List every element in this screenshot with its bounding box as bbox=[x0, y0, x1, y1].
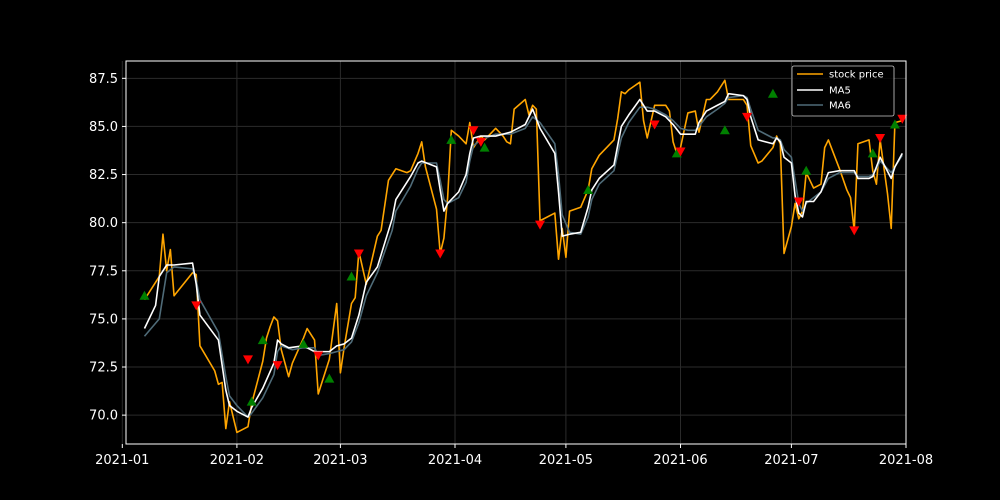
y-tick-label: 85.0 bbox=[89, 120, 118, 135]
x-tick-label: 2021-08 bbox=[879, 453, 933, 468]
y-tick-label: 82.5 bbox=[89, 168, 118, 183]
series-line-price bbox=[143, 79, 903, 434]
buy-signal-marker bbox=[139, 290, 150, 300]
buy-signal-marker bbox=[446, 134, 457, 144]
y-tick-label: 70.0 bbox=[89, 409, 118, 424]
sell-signal-marker bbox=[897, 114, 908, 124]
buy-signal-marker bbox=[867, 148, 878, 158]
buy-signal-marker bbox=[719, 125, 730, 135]
sell-signal-marker bbox=[242, 355, 253, 365]
x-tick-label: 2021-05 bbox=[539, 453, 593, 468]
buy-signal-marker bbox=[479, 142, 490, 152]
plot-area bbox=[139, 79, 908, 434]
x-tick-label: 2021-02 bbox=[210, 453, 264, 468]
x-tick-label: 2021-03 bbox=[313, 453, 367, 468]
buy-signal-marker bbox=[246, 396, 257, 406]
sell-signal-marker bbox=[742, 112, 753, 122]
buy-signal-marker bbox=[767, 88, 778, 98]
sell-signal-marker bbox=[535, 220, 546, 230]
sell-signal-marker bbox=[675, 147, 686, 157]
sell-signal-marker bbox=[313, 351, 324, 361]
buy-signal-marker bbox=[324, 373, 335, 383]
buy-signal-marker bbox=[671, 148, 682, 158]
legend-label-ma5: MA5 bbox=[829, 86, 851, 97]
buy-signal-marker bbox=[801, 165, 812, 175]
sell-signal-marker bbox=[191, 301, 202, 311]
axes: 70.0 72.5 75.0 77.5 80.0 82.5 85.0 87.5 2021-01 2… bbox=[89, 60, 933, 468]
x-tick-label: 2021-04 bbox=[428, 453, 482, 468]
y-tick-label: 87.5 bbox=[89, 72, 118, 87]
x-tick-label: 2021-01 bbox=[95, 453, 149, 468]
x-tick-label: 2021-07 bbox=[764, 453, 818, 468]
buy-signal-marker bbox=[257, 335, 268, 345]
axes-frame bbox=[125, 60, 907, 445]
sell-signal-marker bbox=[793, 197, 804, 207]
buy-signal-marker bbox=[298, 338, 309, 348]
legend-box bbox=[791, 65, 895, 117]
sell-signal-marker bbox=[649, 120, 660, 130]
grid bbox=[121, 61, 907, 444]
sell-signal-marker bbox=[353, 249, 364, 259]
legend-label-stock-price: stock price bbox=[829, 70, 884, 81]
y-tick-label: 75.0 bbox=[89, 312, 118, 327]
sell-signal-marker bbox=[475, 137, 486, 147]
sell-signal-marker bbox=[849, 226, 860, 236]
buy-signal-marker bbox=[889, 119, 900, 129]
y-tick-label: 77.5 bbox=[89, 264, 118, 279]
y-tick-label: 80.0 bbox=[89, 216, 118, 231]
legend-label-ma6: MA6 bbox=[829, 101, 851, 112]
sell-signal-marker bbox=[272, 361, 283, 371]
sell-signal-marker bbox=[875, 133, 886, 143]
sell-signal-marker bbox=[468, 126, 479, 136]
buy-signal-marker bbox=[583, 184, 594, 194]
legend: stock price MA5 MA6 bbox=[791, 65, 895, 117]
series-line-ma6 bbox=[143, 94, 903, 418]
x-tick-label: 2021-06 bbox=[653, 453, 707, 468]
y-tick-label: 72.5 bbox=[89, 361, 118, 376]
series-line-ma5 bbox=[143, 92, 904, 418]
sell-signal-marker bbox=[435, 249, 446, 259]
buy-signal-marker bbox=[346, 271, 357, 281]
